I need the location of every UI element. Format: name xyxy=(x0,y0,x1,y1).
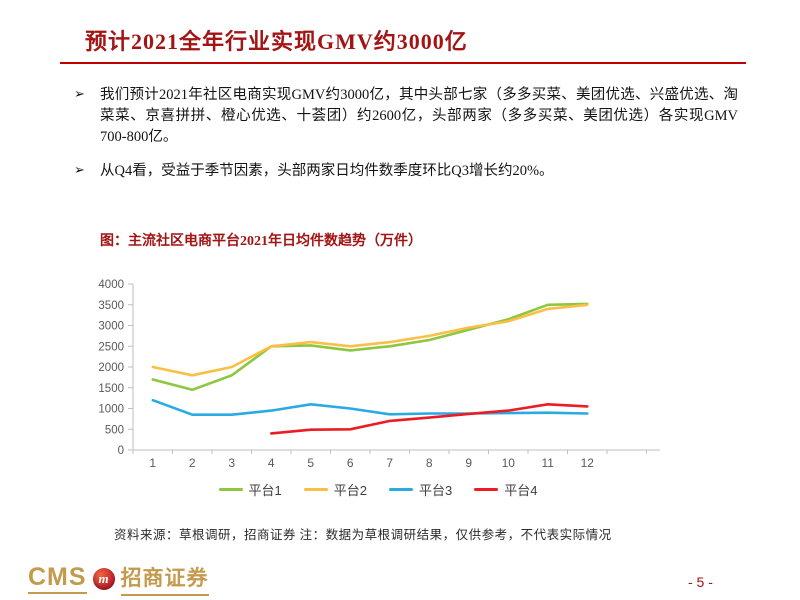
legend-swatch xyxy=(218,488,243,491)
legend-swatch xyxy=(303,488,328,491)
x-axis-tick-label: 2 xyxy=(189,456,196,468)
bullet-text: 从Q4看，受益于季节因素，头部两家日均件数季度环比Q3增长约20%。 xyxy=(100,163,554,179)
cms-logo-mark-icon: m xyxy=(92,568,115,590)
series-line-平台1 xyxy=(151,302,589,392)
bullet-arrow-icon: ➢ xyxy=(74,87,85,102)
bullet-item: ➢ 我们预计2021年社区电商实现GMV约3000亿，其中头部七家（多多买菜、美… xyxy=(74,85,738,148)
x-axis-tick-label: 6 xyxy=(347,456,354,468)
x-axis-tick-label: 1 xyxy=(149,456,156,468)
legend-label: 平台1 xyxy=(248,483,282,498)
series-line-平台4 xyxy=(270,403,589,435)
source-note: 资料来源：草根调研，招商证券 注：数据为草根调研结果，仅供参考，不代表实际情况 xyxy=(114,528,612,542)
series-line-平台2 xyxy=(151,303,589,377)
legend-label: 平台2 xyxy=(333,483,367,498)
x-axis-tick-label: 7 xyxy=(386,456,393,468)
y-axis-tick-label: 3000 xyxy=(98,321,124,333)
y-axis-tick-label: 0 xyxy=(118,445,124,457)
x-axis-tick-label: 9 xyxy=(465,456,472,468)
x-axis-tick-label: 5 xyxy=(307,456,314,468)
legend-swatch xyxy=(474,488,499,491)
bullet-item: ➢ 从Q4看，受益于季节因素，头部两家日均件数季度环比Q3增长约20%。 xyxy=(74,161,738,182)
y-axis-tick-label: 1000 xyxy=(98,404,124,416)
x-axis-tick-label: 8 xyxy=(426,456,433,468)
y-axis-tick-label: 4000 xyxy=(98,279,124,291)
y-axis-tick-label: 2000 xyxy=(98,362,124,374)
legend-item: 平台1 xyxy=(218,480,282,499)
legend-label: 平台4 xyxy=(504,483,538,498)
chart-title: 图：主流社区电商平台2021年日均件数趋势（万件） xyxy=(100,234,422,249)
y-axis-tick-label: 3500 xyxy=(98,300,124,312)
series-line-平台3 xyxy=(151,398,589,416)
bullet-arrow-icon: ➢ xyxy=(74,163,85,178)
x-axis-tick-label: 4 xyxy=(268,456,275,468)
page-number: - 5 - xyxy=(688,574,713,590)
x-axis-tick-label: 12 xyxy=(581,456,595,468)
y-axis-tick-label: 1500 xyxy=(98,383,124,395)
bullet-text: 我们预计2021年社区电商实现GMV约3000亿，其中头部七家（多多买菜、美团优… xyxy=(100,87,738,145)
y-axis-tick-label: 500 xyxy=(105,424,124,436)
page-title: 预计2021全年行业实现GMV约3000亿 xyxy=(85,29,468,54)
x-axis-tick-label: 11 xyxy=(542,456,555,468)
chart-legend: 平台1 平台2 平台3 平台4 xyxy=(88,480,668,499)
legend-item: 平台3 xyxy=(389,480,452,499)
x-axis-tick-label: 3 xyxy=(228,456,235,468)
legend-swatch xyxy=(389,488,413,491)
x-axis-tick-label: 10 xyxy=(502,456,516,468)
cms-logo-text-en: CMS xyxy=(28,564,87,594)
title-underline xyxy=(60,62,746,64)
legend-label: 平台3 xyxy=(419,483,453,498)
cms-logo-text-cn: 招商证券 xyxy=(120,562,209,596)
cms-logo: CMS m 招商证券 xyxy=(28,562,209,596)
y-axis-tick-label: 2500 xyxy=(98,341,124,353)
legend-item: 平台2 xyxy=(303,480,367,499)
bullet-list: ➢ 我们预计2021年社区电商实现GMV约3000亿，其中头部七家（多多买菜、美… xyxy=(74,85,738,195)
legend-item: 平台4 xyxy=(474,480,537,499)
